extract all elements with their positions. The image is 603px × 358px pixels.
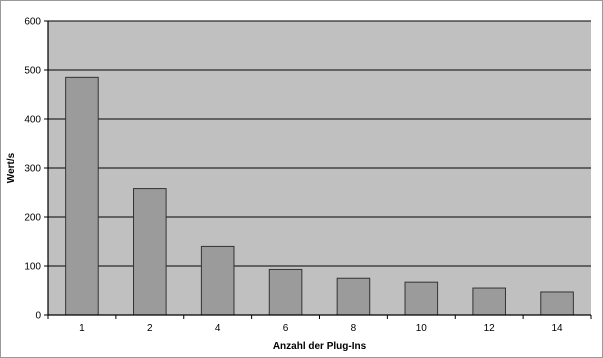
y-axis-ticks: 0 100 200 300 400 500 600 xyxy=(24,17,48,322)
bars xyxy=(65,76,574,316)
x-tick-label: 1 xyxy=(79,323,85,334)
bar-14 xyxy=(540,291,574,316)
bar-8 xyxy=(336,277,371,316)
y-axis-title: Wert/s xyxy=(6,152,17,183)
bar-2 xyxy=(133,188,167,316)
y-tick-label: 500 xyxy=(24,66,41,77)
y-tick-label: 400 xyxy=(24,115,41,126)
x-tick-label: 12 xyxy=(484,323,496,334)
bar-4 xyxy=(200,245,235,316)
x-axis-title: Anzahl der Plug-Ins xyxy=(273,341,367,352)
x-axis-ticks: 1 2 4 6 8 10 12 14 xyxy=(47,315,592,334)
x-tick-label: 14 xyxy=(552,323,564,334)
x-tick-label: 4 xyxy=(215,323,221,334)
bar-10 xyxy=(404,281,439,316)
bar-12 xyxy=(472,287,506,316)
x-tick-label: 10 xyxy=(416,323,428,334)
y-tick-label: 300 xyxy=(24,164,41,175)
bar-1 xyxy=(65,76,99,316)
bar-6 xyxy=(268,268,303,316)
y-tick-label: 200 xyxy=(24,213,41,224)
x-tick-label: 2 xyxy=(147,323,153,334)
x-tick-label: 6 xyxy=(283,323,289,334)
y-tick-label: 100 xyxy=(24,262,41,273)
x-tick-label: 8 xyxy=(351,323,357,334)
y-tick-label: 0 xyxy=(35,311,41,322)
y-tick-label: 600 xyxy=(24,17,41,28)
